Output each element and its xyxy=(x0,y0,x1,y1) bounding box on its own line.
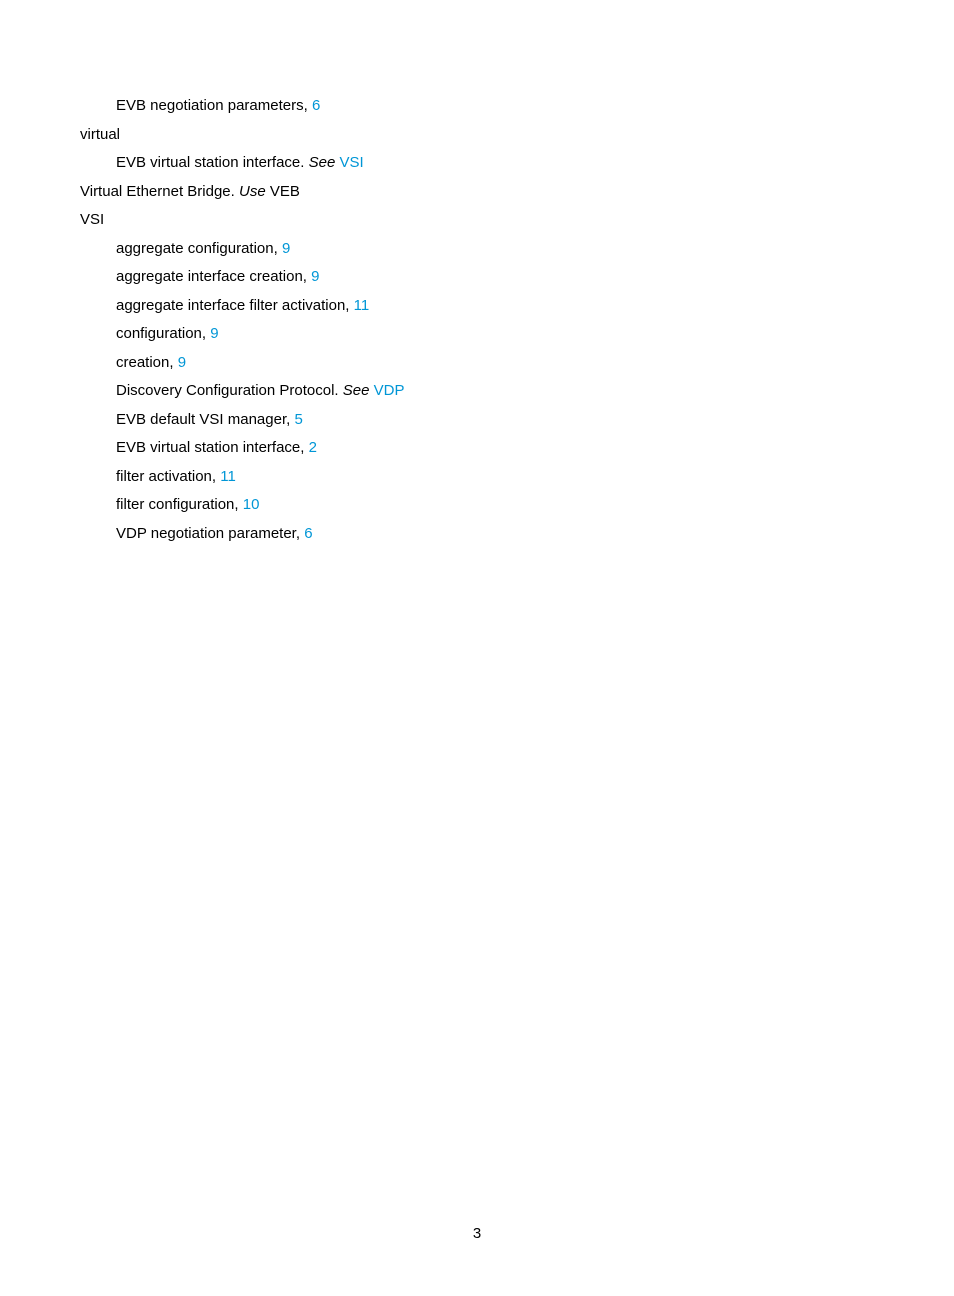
see-target-link[interactable]: VDP xyxy=(374,382,405,399)
index-subentry: filter configuration, 10 xyxy=(80,491,520,520)
index-subentry: filter activation, 11 xyxy=(80,463,520,492)
see-word: See xyxy=(309,154,336,171)
subentry-text: aggregate interface creation, xyxy=(116,268,311,285)
subentry-text: EVB virtual station interface, xyxy=(116,439,309,456)
page-ref-link[interactable]: 11 xyxy=(220,468,236,485)
page-ref-link[interactable]: 9 xyxy=(311,268,319,285)
subentry-text: EVB virtual station interface. xyxy=(116,154,309,171)
term-prefix: Virtual Ethernet Bridge. xyxy=(80,183,239,200)
subentry-text: aggregate configuration, xyxy=(116,240,282,257)
page-ref-link[interactable]: 9 xyxy=(210,325,218,342)
index-subentry: aggregate interface creation, 9 xyxy=(80,263,520,292)
see-target-link[interactable]: VSI xyxy=(339,154,363,171)
index-subentry: configuration, 9 xyxy=(80,320,520,349)
use-word: Use xyxy=(239,183,266,200)
index-subentry: Discovery Configuration Protocol. See VD… xyxy=(80,377,520,406)
page-ref-link[interactable]: 5 xyxy=(294,411,302,428)
page-ref-link[interactable]: 10 xyxy=(243,496,260,513)
page-ref-link[interactable]: 9 xyxy=(282,240,290,257)
subentry-text: creation, xyxy=(116,354,178,371)
index-subentry: creation, 9 xyxy=(80,349,520,378)
page-ref-link[interactable]: 6 xyxy=(312,97,320,114)
index-subentry: EVB negotiation parameters, 6 xyxy=(80,92,520,121)
subentry-text: filter configuration, xyxy=(116,496,243,513)
index-subentry: aggregate configuration, 9 xyxy=(80,235,520,264)
index-content: EVB negotiation parameters, 6 virtual EV… xyxy=(80,92,520,548)
index-subentry: EVB virtual station interface, 2 xyxy=(80,434,520,463)
term-suffix: VEB xyxy=(266,183,300,200)
page-ref-link[interactable]: 6 xyxy=(304,525,312,542)
index-term: virtual xyxy=(80,126,120,143)
subentry-text: EVB default VSI manager, xyxy=(116,411,294,428)
subentry-text: aggregate interface filter activation, xyxy=(116,297,354,314)
subentry-text: filter activation, xyxy=(116,468,220,485)
subentry-text: Discovery Configuration Protocol. xyxy=(116,382,343,399)
index-subentry: EVB virtual station interface. See VSI xyxy=(80,149,520,178)
index-term: Virtual Ethernet Bridge. Use VEB xyxy=(80,183,300,200)
page-ref-link[interactable]: 11 xyxy=(354,297,370,314)
page-ref-link[interactable]: 9 xyxy=(178,354,186,371)
see-word: See xyxy=(343,382,370,399)
index-term: VSI xyxy=(80,211,104,228)
page-number: 3 xyxy=(0,1225,954,1242)
subentry-text: VDP negotiation parameter, xyxy=(116,525,304,542)
index-subentry: VDP negotiation parameter, 6 xyxy=(80,520,520,549)
index-subentry: EVB default VSI manager, 5 xyxy=(80,406,520,435)
subentry-text: configuration, xyxy=(116,325,210,342)
subentry-text: EVB negotiation parameters, xyxy=(116,97,312,114)
page-ref-link[interactable]: 2 xyxy=(309,439,317,456)
index-subentry: aggregate interface filter activation, 1… xyxy=(80,292,520,321)
